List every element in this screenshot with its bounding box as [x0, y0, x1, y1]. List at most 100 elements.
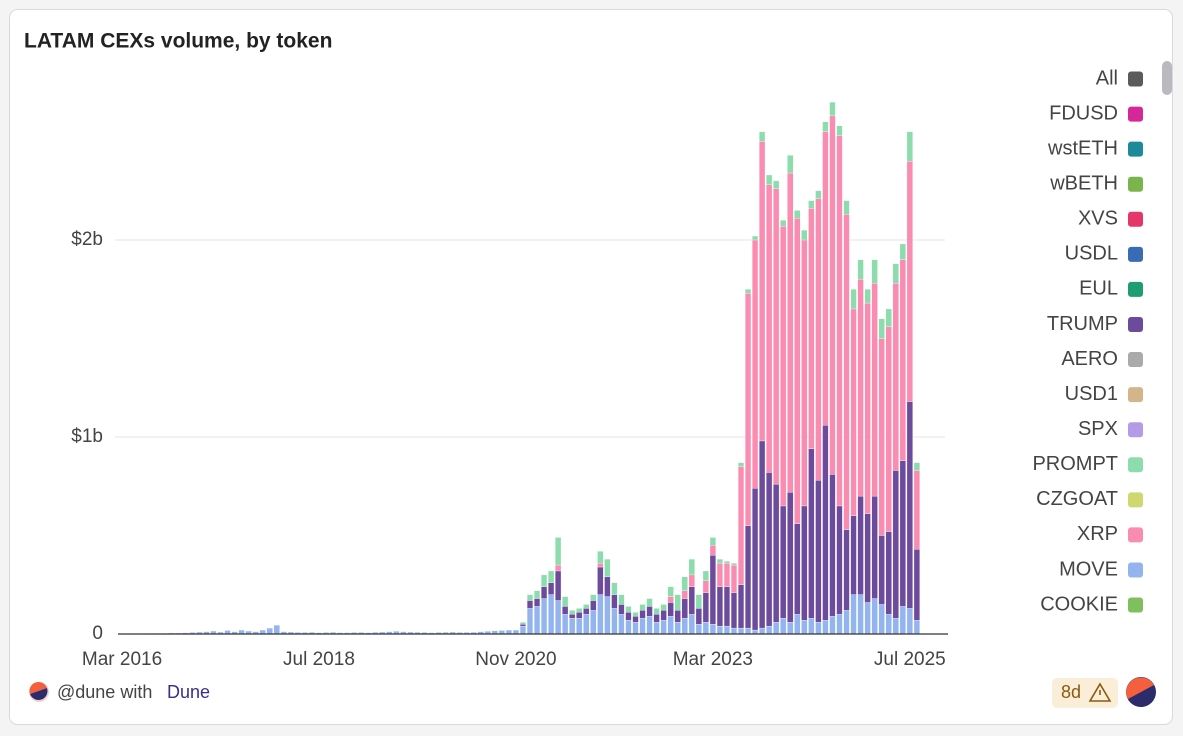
bar-segment [688, 574, 695, 587]
bar-segment [822, 131, 829, 426]
bar-segment [541, 586, 548, 599]
bar-segment [913, 462, 920, 471]
bar-segment [660, 610, 667, 621]
legend-item[interactable]: FDUSD [1049, 102, 1143, 124]
bar-segment [548, 594, 555, 635]
legend-item[interactable]: EUL [1079, 278, 1143, 300]
bar-segment [625, 612, 632, 621]
bar-segment [808, 200, 815, 209]
legend-item[interactable]: MOVE [1059, 558, 1143, 580]
bar-segment [667, 586, 674, 597]
bar-segment [519, 623, 527, 627]
bar-segment [583, 608, 590, 615]
bar-segment [723, 560, 730, 564]
legend-item[interactable]: AERO [1061, 348, 1143, 370]
bar-segment [653, 614, 660, 623]
bar-segment [548, 570, 555, 583]
bar-segment [892, 263, 899, 284]
bar-segment [716, 625, 723, 635]
bar-segment [562, 596, 569, 607]
bar-segment [780, 226, 787, 507]
bar-segment [857, 495, 864, 595]
bar-segment [773, 484, 780, 623]
legend-label: COOKIE [1040, 593, 1118, 615]
bar-segment [759, 627, 766, 635]
legend-swatch [1128, 562, 1143, 578]
bar-segment [843, 610, 850, 635]
bar-segment [534, 590, 541, 599]
bar-segment [611, 582, 618, 595]
legend-item[interactable]: PROMPT [1032, 453, 1143, 475]
legend-item[interactable]: wBETH [1049, 172, 1143, 194]
bar-segment [660, 620, 667, 635]
bar-segment [794, 614, 801, 635]
bar-segment [913, 620, 920, 635]
bar-segment [892, 470, 899, 619]
y-tick-label: $1b [71, 426, 103, 447]
bar-segment [555, 564, 562, 572]
bar-segment [737, 462, 745, 467]
bar-segment [780, 505, 787, 619]
legend-item[interactable]: SPX [1078, 418, 1143, 440]
legend-label: XVS [1078, 208, 1118, 230]
legend-item[interactable]: COOKIE [1040, 593, 1143, 615]
bar-segment [794, 210, 801, 219]
bar-segment [871, 259, 878, 284]
bar-segment [723, 562, 730, 587]
footer-link[interactable]: Dune [167, 682, 210, 702]
bar-segment [850, 289, 857, 310]
legend-label: TRUMP [1047, 313, 1118, 335]
avatar[interactable] [1126, 677, 1156, 707]
bar-segment [878, 318, 885, 339]
bar-segment [906, 608, 913, 635]
legend-label: SPX [1078, 418, 1118, 440]
bar-segment [646, 606, 653, 617]
bar-segment [646, 598, 653, 607]
legend-item[interactable]: XRP [1077, 523, 1143, 545]
bar-segment [737, 584, 745, 629]
bar-segment [590, 610, 597, 635]
bar-segment [801, 505, 808, 621]
legend-swatch [1128, 352, 1143, 368]
legend-swatch [1128, 597, 1143, 613]
legend-item[interactable]: XVS [1078, 208, 1143, 230]
legend-item[interactable]: TRUMP [1047, 313, 1143, 335]
bar-segment [688, 586, 695, 615]
bar-segment [702, 570, 709, 581]
bar-segment [801, 229, 808, 241]
legend-item[interactable]: USDL [1065, 243, 1143, 265]
bar-segment [878, 535, 885, 605]
bar-segment [548, 582, 555, 595]
legend-swatch [1128, 246, 1143, 262]
legend-item[interactable]: USD1 [1065, 383, 1143, 405]
bar-segment [780, 618, 787, 635]
bar-segment [794, 218, 801, 524]
legend-swatch [1128, 211, 1143, 227]
bar-segment [892, 283, 899, 471]
bar-segment [702, 580, 709, 593]
bar-segment [590, 600, 597, 611]
bar-segment [681, 598, 688, 619]
bar-segment [604, 596, 611, 635]
bar-segment [534, 598, 541, 607]
bar-segment [899, 259, 906, 461]
bar-segment [787, 172, 794, 493]
legend-item[interactable]: All [1096, 67, 1143, 89]
bar-segment [815, 190, 822, 199]
bar-segment [597, 566, 604, 595]
bar-segment [555, 537, 562, 566]
legend-swatch [1128, 106, 1143, 122]
x-tick-label: Mar 2023 [673, 649, 753, 670]
bar-segment [773, 188, 780, 485]
bar-segment [850, 594, 857, 635]
bar-segment [569, 614, 576, 619]
bar-segment [745, 293, 752, 526]
y-tick-label: 0 [92, 623, 103, 644]
bar-segment [681, 576, 688, 591]
legend-label: FDUSD [1049, 102, 1118, 124]
bar-segment [801, 620, 808, 635]
legend-item[interactable]: CZGOAT [1036, 488, 1143, 510]
legend-scrollbar[interactable] [1162, 61, 1172, 95]
legend-item[interactable]: wstETH [1047, 137, 1143, 159]
